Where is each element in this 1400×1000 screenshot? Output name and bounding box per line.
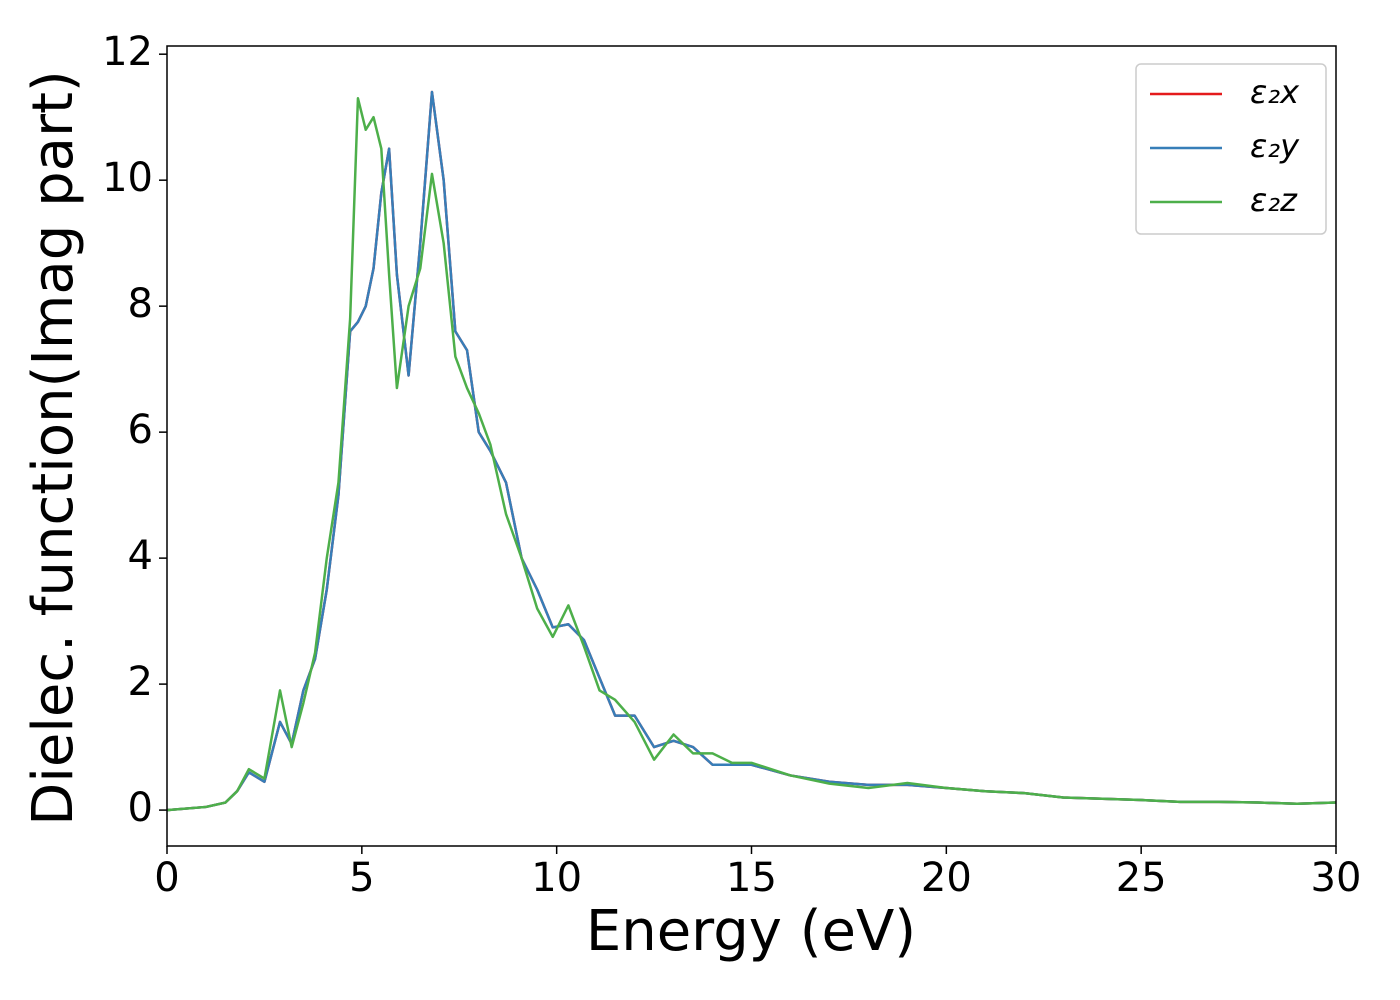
y-tick-label: 12: [102, 29, 153, 75]
legend-label: ε₂z: [1250, 181, 1298, 219]
x-tick-label: 25: [1116, 855, 1167, 901]
x-tick-label: 10: [531, 855, 582, 901]
x-tick-label: 30: [1311, 855, 1362, 901]
legend-label: ε₂x: [1250, 73, 1300, 111]
x-axis-label: Energy (eV): [586, 899, 916, 964]
y-axis-label: Dielec. function(Imag part): [21, 70, 86, 826]
y-tick-label: 10: [102, 155, 153, 201]
y-tick-label: 8: [128, 281, 153, 327]
data-line: [167, 97, 1336, 812]
x-tick-label: 20: [921, 855, 972, 901]
y-tick-label: 2: [128, 659, 153, 705]
x-tick-label: 0: [154, 855, 179, 901]
x-tick-label: 5: [349, 855, 374, 901]
plot-frame: [166, 45, 1337, 847]
y-tick-label: 4: [128, 533, 153, 579]
legend-label: ε₂y: [1250, 127, 1300, 165]
x-tick-label: 15: [726, 855, 777, 901]
legend-box: [1135, 63, 1327, 235]
y-tick-label: 0: [128, 785, 153, 831]
y-tick-label: 6: [128, 407, 153, 453]
